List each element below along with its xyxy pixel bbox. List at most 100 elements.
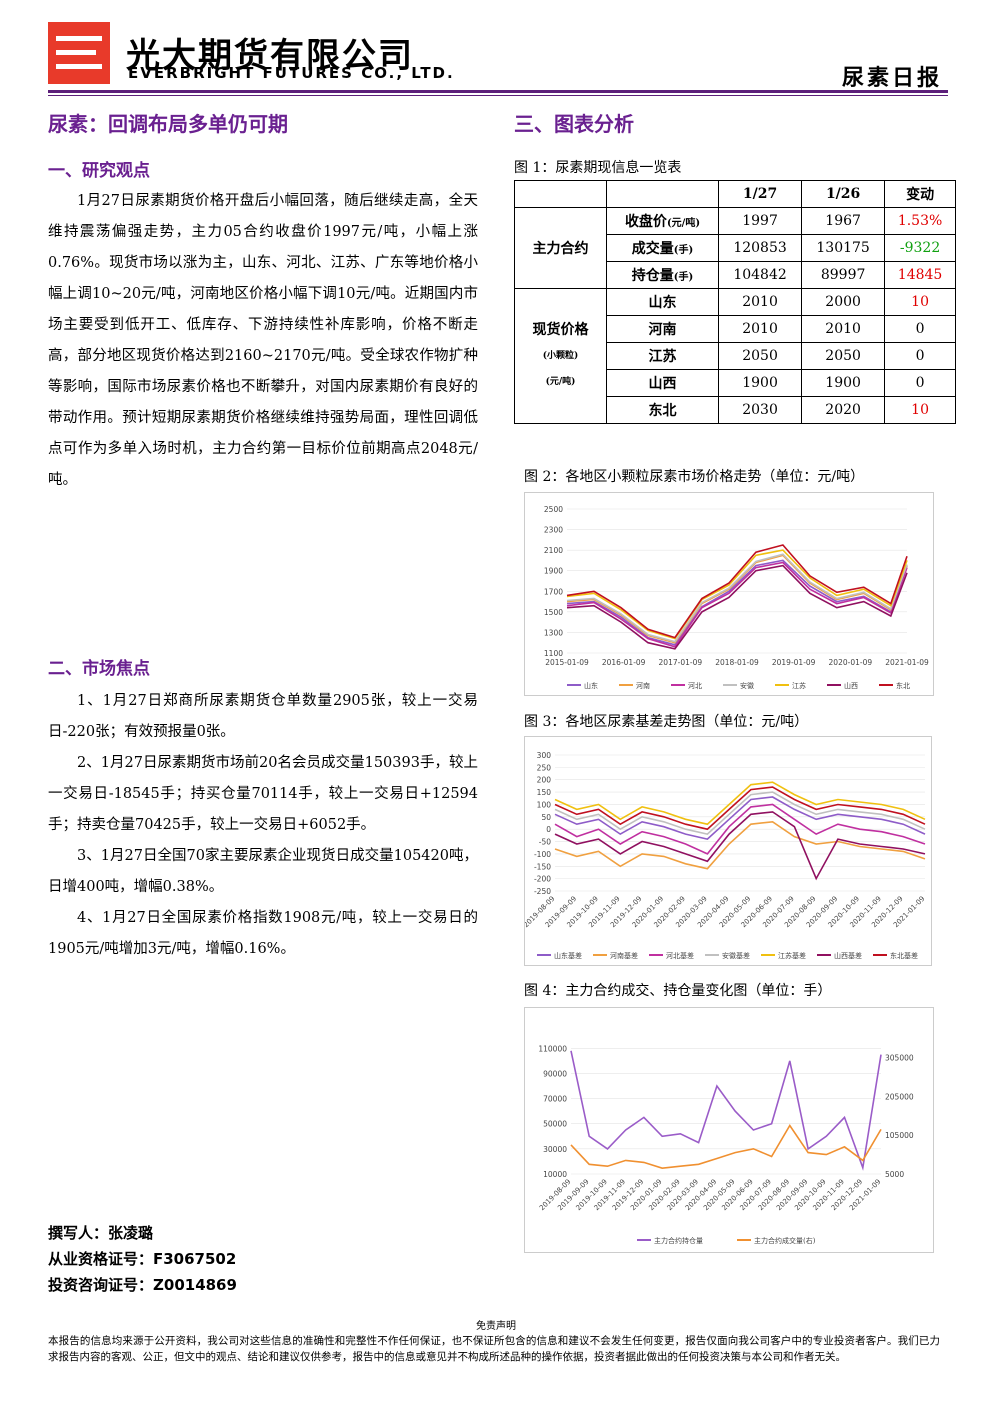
y-right-tick-label: 105000 xyxy=(885,1131,914,1140)
cell-value: 2010 xyxy=(801,315,886,343)
cell-value: 1900 xyxy=(801,369,886,397)
market-focus-item: 1、1月27日郑商所尿素期货仓单数量2905张，较上一交易日-220张；有效预报… xyxy=(48,693,478,740)
legend-label: 江苏基差 xyxy=(778,951,806,960)
row-label: 收盘价(元/吨) xyxy=(606,207,719,235)
fig1-caption: 图 1：尿素期现信息一览表 xyxy=(514,160,682,176)
x-tick-label: 2020-01-09 xyxy=(829,658,873,667)
company-name-cn: 光大期货有限公司 xyxy=(126,36,414,76)
y-tick-label: 1900 xyxy=(544,567,563,576)
series-line xyxy=(554,786,926,831)
y-right-tick-label: 5000 xyxy=(885,1170,904,1179)
x-tick-label: 2015-01-09 xyxy=(545,658,589,667)
cell-value: 2050 xyxy=(717,342,803,370)
y-tick-label: -250 xyxy=(534,887,551,896)
y-tick-label: 1100 xyxy=(544,649,563,658)
series-line xyxy=(566,564,908,650)
y-tick-label: 2100 xyxy=(544,546,563,555)
chart-basis: -250 -200 -150 -100 -50 0 50 100 150 200 250 300 201… xyxy=(522,736,932,966)
row-label: 山西 xyxy=(606,369,719,397)
legend-label: 安徽基差 xyxy=(722,951,750,960)
series-line xyxy=(554,811,926,881)
y-tick-label: 2500 xyxy=(544,505,563,514)
y-tick-label: -50 xyxy=(539,838,551,847)
x-tick-label: 2018-01-09 xyxy=(715,658,759,667)
company-logo xyxy=(48,22,110,84)
cell-value: 1967 xyxy=(801,207,886,235)
y-tick-label: 200 xyxy=(537,776,552,785)
row-label: 东北 xyxy=(606,396,719,424)
legend-label: 河南基差 xyxy=(610,951,638,960)
legend-label: 河北 xyxy=(688,682,702,690)
group-spot-price: 现货价格 (小颗粒) (元/吨) xyxy=(514,288,607,424)
regional-price-svg: 1100 1300 1500 1700 1900 2100 2300 2500 2015-01-… xyxy=(544,505,929,690)
y-right-tick-label: 205000 xyxy=(885,1092,914,1101)
row-label: 持仓量(手) xyxy=(606,261,719,289)
chart-volume-oi: 10000 30000 50000 70000 90000 110000 5000 10500… xyxy=(524,1007,934,1253)
market-focus-item: 2、1月27日尿素期货市场前20名会员成交量150393手，较上一交易日-185… xyxy=(48,755,478,833)
legend-label: 东北基差 xyxy=(890,951,918,960)
y-tick-label: 250 xyxy=(537,763,552,772)
y-tick-label: 150 xyxy=(537,788,552,797)
section1-title: 一、研究观点 xyxy=(48,161,150,181)
col-head-2: 1/26 xyxy=(801,180,886,208)
company-name-en: EVERBRIGHT FUTURES CO., LTD. xyxy=(128,64,455,82)
cell-change: 10 xyxy=(884,288,956,316)
col-head-3: 变动 xyxy=(884,180,956,208)
legend-label: 东北 xyxy=(896,681,910,690)
y-tick-label: 2300 xyxy=(544,526,563,535)
author: 撰写人：张凌璐 xyxy=(48,1224,154,1242)
volume-oi-svg: 10000 30000 50000 70000 90000 110000 5000 10500… xyxy=(538,1044,914,1245)
chart-regional-price: 1100 1300 1500 1700 1900 2100 2300 2500 2015-01-… xyxy=(524,492,934,696)
header-rule xyxy=(48,90,948,93)
series-line xyxy=(554,781,926,826)
series-line xyxy=(554,803,926,855)
y-tick-label: 1500 xyxy=(544,608,563,617)
row-label: 河南 xyxy=(606,315,719,343)
series-line xyxy=(566,549,908,640)
row-label: 江苏 xyxy=(606,342,719,370)
cell-value: 130175 xyxy=(801,234,886,262)
y-tick-label: 90000 xyxy=(543,1069,567,1078)
y-right-tick-label: 305000 xyxy=(885,1054,914,1063)
group-main-contract: 主力合约 xyxy=(514,207,607,289)
cell-value: 2010 xyxy=(717,288,803,316)
y-tick-label: 10000 xyxy=(543,1170,567,1179)
chart-section-title: 三、图表分析 xyxy=(514,112,634,136)
cell-change: 1.53% xyxy=(884,207,956,235)
y-tick-label: 300 xyxy=(537,751,552,760)
y-tick-label: 70000 xyxy=(543,1095,567,1104)
qualification-cert: 从业资格证号：F3067502 xyxy=(48,1250,237,1268)
legend-label: 山西 xyxy=(844,681,858,690)
cell-value: 2020 xyxy=(801,396,886,424)
fig3-caption: 图 3：各地区尿素基差走势图（单位：元/吨） xyxy=(524,714,809,730)
row-label: 成交量(手) xyxy=(606,234,719,262)
basis-svg: -250-200-150-100-50050100150200250300201… xyxy=(522,751,926,960)
x-tick-label: 2021-01-09 xyxy=(885,658,929,667)
research-view-paragraph: 1月27日尿素期货价格开盘后小幅回落，随后继续走高，全天维持震荡偏强走势，主力0… xyxy=(48,193,478,488)
series-line xyxy=(570,1050,882,1171)
fig4-caption: 图 4：主力合约成交、持仓量变化图（单位：手） xyxy=(524,983,832,999)
series-line xyxy=(566,561,908,648)
cell-change: 0 xyxy=(884,342,956,370)
cell-change: -9322 xyxy=(884,234,956,262)
report-type: 尿素日报 xyxy=(841,65,942,91)
y-tick-label: 100 xyxy=(537,800,552,809)
x-tick-label: 2016-01-09 xyxy=(602,658,646,667)
y-tick-label: 1300 xyxy=(544,628,563,637)
market-focus-item: 4、1月27日全国尿素价格指数1908元/吨，较上一交易日的1905元/吨增加3… xyxy=(48,910,478,957)
cell-change: 0 xyxy=(884,369,956,397)
series-line xyxy=(554,820,926,870)
y-tick-label: -200 xyxy=(534,875,551,884)
legend-label: 河南 xyxy=(636,681,650,690)
x-tick-label: 2019-01-09 xyxy=(772,658,816,667)
y-tick-label: -100 xyxy=(534,850,551,859)
cell-value: 120853 xyxy=(717,234,803,262)
cell-value: 104842 xyxy=(717,261,803,289)
header-rule-thin xyxy=(48,95,948,96)
y-tick-label: -150 xyxy=(534,862,551,871)
series-line xyxy=(554,796,926,840)
legend-label: 山东 xyxy=(584,681,598,690)
cell-value: 2000 xyxy=(801,288,886,316)
cell-value: 2010 xyxy=(717,315,803,343)
cell-value: 2050 xyxy=(801,342,886,370)
